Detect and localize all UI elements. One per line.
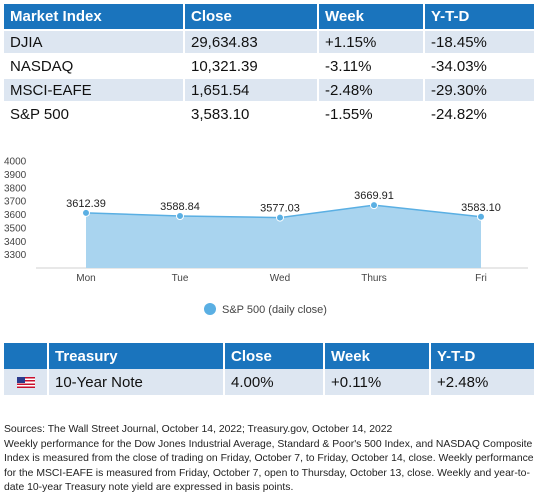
col-header-week: Week [318, 4, 425, 30]
data-label: 3669.91 [354, 190, 394, 202]
y-tick-label: 3700 [4, 197, 27, 208]
index-ytd: -24.82% [424, 101, 534, 126]
index-close: 1,651.54 [184, 77, 319, 102]
col-header-market-index: Market Index [4, 4, 185, 30]
col-header-ytd: Y-T-D [430, 343, 534, 369]
col-header-week: Week [324, 343, 431, 369]
data-label: 3577.03 [260, 203, 300, 215]
index-close: 3,583.10 [184, 101, 319, 126]
legend-label: S&P 500 (daily close) [222, 304, 327, 316]
col-header-close: Close [184, 4, 319, 30]
sp500-area-chart: 3300 3400 3500 3600 3700 3800 3900 4000 3612.39 M… [0, 152, 540, 332]
y-tick-label: 3500 [4, 223, 27, 234]
data-label: 3612.39 [66, 198, 106, 210]
table-row: DJIA 29,634.83 +1.15% -18.45% [4, 29, 534, 54]
index-close: 10,321.39 [184, 53, 319, 78]
market-table-header: Market Index Close Week Y-T-D [4, 4, 534, 30]
us-flag-icon [16, 377, 35, 389]
data-point [477, 212, 485, 221]
data-point [276, 213, 284, 222]
table-row: 10-Year Note 4.00% +0.11% +2.48% [4, 369, 534, 395]
col-header-flag [4, 343, 49, 369]
x-tick-label: Tue [172, 273, 189, 284]
index-ytd: -29.30% [424, 77, 534, 102]
treasury-week: +0.11% [324, 369, 431, 395]
y-tick-label: 3400 [4, 237, 27, 248]
col-header-ytd: Y-T-D [424, 4, 534, 30]
x-tick-label: Thurs [361, 273, 387, 284]
y-tick-label: 3900 [4, 170, 27, 181]
x-tick-label: Mon [76, 273, 95, 284]
index-close: 29,634.83 [184, 29, 319, 54]
area-fill [86, 205, 481, 268]
y-tick-label: 3600 [4, 210, 27, 221]
y-tick-label: 3800 [4, 183, 27, 194]
sources-note: Sources: The Wall Street Journal, Octobe… [4, 423, 536, 496]
data-point [82, 208, 90, 217]
data-label: 3583.10 [461, 202, 501, 214]
index-name: NASDAQ [4, 53, 185, 78]
index-week: -1.55% [318, 101, 425, 126]
x-tick-label: Fri [475, 273, 487, 284]
flag-cell [4, 369, 49, 395]
table-row: MSCI-EAFE 1,651.54 -2.48% -29.30% [4, 77, 534, 102]
y-tick-label: 4000 [4, 157, 27, 168]
chart-svg: 3300 3400 3500 3600 3700 3800 3900 4000 3612.39 M… [4, 157, 528, 316]
index-name: MSCI-EAFE [4, 77, 185, 102]
legend-marker [204, 303, 216, 315]
data-point [370, 201, 378, 210]
col-header-close: Close [224, 343, 325, 369]
index-name: DJIA [4, 29, 185, 54]
treasury-ytd: +2.48% [430, 369, 534, 395]
table-row: NASDAQ 10,321.39 -3.11% -34.03% [4, 53, 534, 78]
market-index-table: Market Index Close Week Y-T-D DJIA 29,63… [4, 4, 534, 126]
data-point [176, 211, 184, 220]
index-ytd: -34.03% [424, 53, 534, 78]
treasury-table-header: Treasury Close Week Y-T-D [4, 343, 534, 369]
index-week: +1.15% [318, 29, 425, 54]
treasury-close: 4.00% [224, 369, 325, 395]
table-row: S&P 500 3,583.10 -1.55% -24.82% [4, 101, 534, 126]
index-name: S&P 500 [4, 101, 185, 126]
index-week: -2.48% [318, 77, 425, 102]
data-label: 3588.84 [160, 201, 200, 213]
x-tick-label: Wed [270, 273, 290, 284]
index-ytd: -18.45% [424, 29, 534, 54]
index-week: -3.11% [318, 53, 425, 78]
col-header-treasury: Treasury [48, 343, 225, 369]
treasury-table: Treasury Close Week Y-T-D 10-Year Note 4… [4, 343, 534, 395]
y-tick-label: 3300 [4, 250, 27, 261]
methodology-note: Weekly performance for the Dow Jones Ind… [4, 438, 534, 494]
treasury-name: 10-Year Note [48, 369, 225, 395]
sources-line: Sources: The Wall Street Journal, Octobe… [4, 424, 393, 435]
